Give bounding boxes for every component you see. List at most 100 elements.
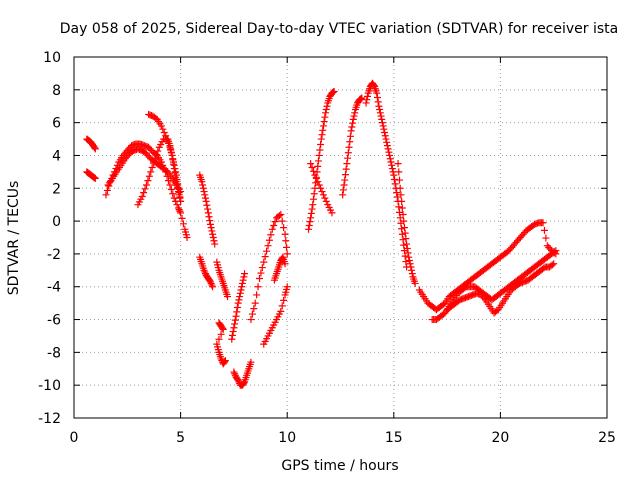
plot-frame	[73, 56, 608, 419]
data-point	[348, 123, 356, 131]
data-point	[283, 250, 291, 258]
data-point	[170, 161, 178, 169]
data-point	[229, 328, 237, 336]
data-point	[171, 165, 179, 173]
data-point	[199, 184, 207, 192]
data-point	[310, 190, 318, 198]
data-point	[230, 368, 238, 376]
data-point	[173, 201, 181, 209]
data-point	[141, 185, 149, 193]
y-tick-label: 2	[52, 181, 61, 197]
data-point	[211, 240, 219, 248]
data-point	[373, 89, 381, 97]
data-point	[377, 112, 385, 120]
data-point	[228, 331, 236, 339]
y-tick-label: -8	[47, 345, 61, 361]
data-point	[408, 266, 416, 274]
data-point	[224, 293, 232, 301]
data-point	[163, 136, 171, 144]
data-point	[201, 194, 209, 202]
data-point	[308, 205, 316, 213]
y-tick-label: -6	[47, 313, 61, 329]
data-point	[319, 191, 327, 199]
data-point	[343, 160, 351, 168]
data-point	[162, 132, 170, 140]
data-point	[322, 109, 330, 117]
data-point	[169, 190, 177, 198]
data-point	[351, 109, 359, 117]
data-point	[179, 220, 187, 228]
data-point	[178, 214, 186, 222]
data-point	[154, 147, 162, 155]
data-point	[280, 296, 288, 304]
data-point	[317, 184, 325, 192]
data-point	[406, 260, 414, 268]
y-tick-label: 6	[52, 116, 61, 132]
data-point	[323, 102, 331, 110]
data-point	[403, 240, 411, 248]
data-point	[231, 370, 239, 378]
data-point	[217, 355, 225, 363]
x-tick-label: 15	[385, 430, 403, 446]
data-point	[282, 237, 290, 245]
data-point	[314, 162, 322, 170]
data-point	[234, 299, 242, 307]
data-point	[408, 270, 416, 278]
data-point	[330, 87, 338, 95]
data-point	[393, 189, 401, 197]
data-point	[386, 155, 394, 163]
data-point	[318, 131, 326, 139]
x-tick-label: 5	[176, 430, 185, 446]
data-point	[240, 379, 248, 387]
data-point	[309, 195, 317, 203]
data-point	[321, 113, 329, 121]
data-point	[275, 212, 283, 220]
data-point	[411, 279, 419, 287]
data-point	[172, 171, 180, 179]
data-point	[200, 188, 208, 196]
data-point	[314, 157, 322, 165]
y-tick-label: -4	[47, 280, 61, 296]
data-point	[340, 181, 348, 189]
y-tick-label: -10	[38, 378, 61, 394]
data-point	[376, 106, 384, 114]
data-point	[405, 256, 413, 264]
data-point	[402, 235, 410, 243]
data-point	[204, 209, 212, 217]
data-point	[281, 260, 289, 268]
data-point	[395, 203, 403, 211]
data-point	[231, 316, 239, 324]
data-point	[309, 201, 317, 209]
data-point	[140, 189, 148, 197]
data-point	[271, 218, 279, 226]
y-axis-label: SDTVAR / TECUs	[6, 181, 22, 296]
data-point	[176, 193, 184, 201]
data-point	[258, 264, 266, 272]
data-point	[322, 106, 330, 114]
data-point	[233, 304, 241, 312]
axis-ticks: 0 5 10 15 20 25 -12 -10 -8 -6 -4 -2 0 2 4 6 8 10	[38, 50, 616, 446]
data-point	[307, 209, 315, 217]
data-point	[315, 151, 323, 159]
data-point	[378, 115, 386, 123]
data-point	[400, 224, 408, 232]
y-tick-label: 4	[52, 148, 61, 164]
data-point	[407, 263, 415, 271]
data-point	[150, 159, 158, 167]
data-point	[151, 155, 159, 163]
data-point	[283, 283, 291, 291]
data-point	[399, 211, 407, 219]
data-point	[251, 299, 259, 307]
data-point	[206, 220, 214, 228]
data-point	[318, 188, 326, 196]
data-point	[307, 160, 315, 168]
data-point	[277, 307, 285, 315]
data-point	[260, 258, 268, 266]
data-point	[315, 181, 323, 189]
data-point	[381, 128, 389, 136]
data-point	[247, 358, 255, 366]
data-point	[210, 237, 218, 245]
data-point	[347, 127, 355, 135]
data-point	[386, 151, 394, 159]
data-point	[349, 119, 357, 127]
